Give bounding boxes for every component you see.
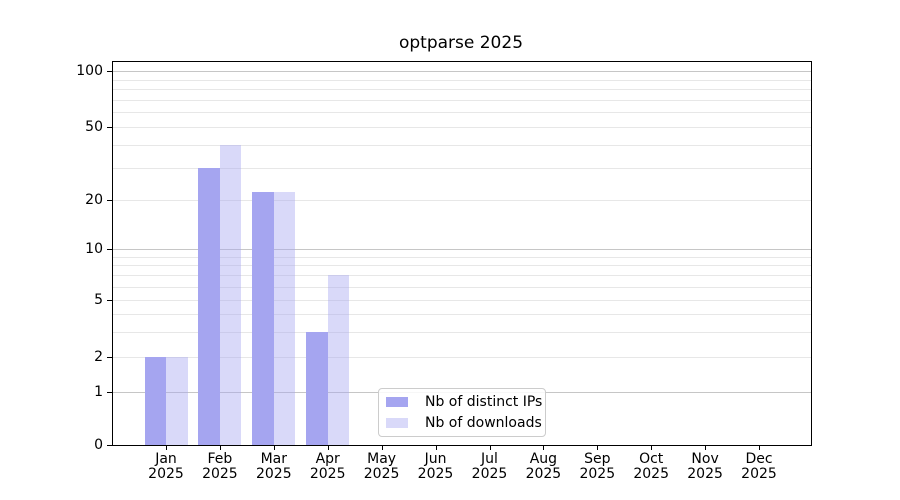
gridline-minor-70 — [113, 99, 811, 101]
legend-swatch-1 — [386, 418, 408, 428]
gridline-minor-90 — [113, 79, 811, 81]
x-tick-mark-dec — [759, 445, 760, 450]
gridline-minor-4 — [113, 313, 811, 315]
y-tick-label-20: 20 — [85, 192, 103, 208]
y-tick-mark-0 — [107, 445, 113, 446]
bar-downloads-jan — [166, 357, 188, 445]
x-tick-label-sep: Sep 2025 — [579, 451, 616, 482]
y-tick-mark-100 — [107, 71, 113, 72]
gridline-minor-6 — [113, 286, 811, 288]
legend-swatch-0 — [386, 397, 408, 407]
gridline-major-100 — [113, 71, 811, 72]
bar-downloads-mar — [273, 192, 296, 445]
y-tick-label-0: 0 — [94, 437, 103, 453]
x-tick-mark-jul — [489, 445, 491, 450]
gridline-minor-50 — [113, 127, 811, 128]
y-tick-mark-1 — [107, 392, 113, 393]
gridline-minor-9 — [113, 256, 811, 258]
bar-distinct-ips-jan — [144, 357, 166, 445]
y-tick-label-100: 100 — [76, 63, 103, 79]
gridline-minor-2 — [113, 357, 811, 358]
gridline-minor-20 — [113, 200, 811, 201]
x-tick-mark-mar — [273, 445, 275, 450]
y-tick-label-5: 5 — [94, 292, 103, 308]
x-tick-label-may: May 2025 — [363, 451, 400, 482]
y-tick-label-50: 50 — [85, 119, 103, 135]
gridline-minor-60 — [113, 112, 811, 114]
x-tick-mark-feb — [219, 445, 221, 450]
plot-area: 0 1 2 5 10 20 50 100 Jan 2025 Feb 2025 Mar 2025 Apr 20… — [76, 61, 812, 482]
x-tick-label-feb: Feb 2025 — [202, 451, 238, 482]
x-tick-label-jan: Jan 2025 — [148, 451, 184, 482]
x-tick-mark-jan — [166, 445, 167, 450]
y-tick-mark-10 — [107, 249, 113, 250]
legend-label-1: Nb of downloads — [425, 415, 542, 431]
x-tick-label-jul: Jul 2025 — [471, 451, 508, 482]
gridline-minor-8 — [113, 265, 811, 267]
bar-distinct-ips-apr — [306, 331, 328, 445]
legend-item-distinct-ips: Nb of distinct IPs — [386, 393, 545, 411]
gridline-minor-7 — [113, 275, 811, 277]
x-tick-label-oct: Oct 2025 — [633, 451, 669, 482]
gridline-major-10 — [113, 249, 811, 250]
legend: Nb of distinct IPs Nb of downloads — [378, 388, 546, 437]
x-tick-label-apr: Apr 2025 — [309, 451, 346, 482]
legend-item-downloads: Nb of downloads — [386, 414, 545, 432]
y-tick-mark-50 — [107, 127, 113, 128]
legend-label-0: Nb of distinct IPs — [425, 394, 543, 410]
x-tick-label-dec: Dec 2025 — [741, 451, 777, 482]
gridline-minor-80 — [113, 89, 811, 90]
y-tick-mark-5 — [107, 300, 113, 301]
bar-distinct-ips-feb — [198, 167, 220, 445]
gridline-minor-40 — [113, 144, 811, 146]
bar-downloads-apr — [327, 275, 350, 445]
x-tick-mark-oct — [651, 445, 653, 450]
x-tick-label-aug: Aug 2025 — [525, 451, 562, 482]
x-tick-mark-jun — [435, 445, 437, 450]
x-tick-label-nov: Nov 2025 — [687, 451, 723, 482]
x-tick-label-mar: Mar 2025 — [255, 451, 292, 482]
y-tick-label-10: 10 — [85, 241, 103, 257]
bar-distinct-ips-mar — [252, 192, 274, 445]
x-tick-mark-aug — [543, 445, 545, 450]
y-tick-label-1: 1 — [94, 384, 103, 400]
gridline-minor-5 — [113, 300, 811, 301]
x-tick-mark-nov — [705, 445, 707, 450]
x-tick-label-jun: Jun 2025 — [417, 451, 454, 482]
x-tick-mark-apr — [327, 445, 329, 450]
chart-title: optparse 2025 — [398, 33, 524, 53]
y-tick-mark-2 — [107, 357, 113, 358]
x-tick-mark-may — [381, 445, 383, 450]
gridline-minor-3 — [113, 331, 811, 333]
gridline-minor-30 — [113, 167, 811, 169]
x-tick-mark-sep — [597, 445, 599, 450]
y-tick-label-2: 2 — [94, 349, 103, 365]
y-tick-mark-20 — [107, 200, 113, 201]
bar-downloads-feb — [219, 144, 242, 445]
